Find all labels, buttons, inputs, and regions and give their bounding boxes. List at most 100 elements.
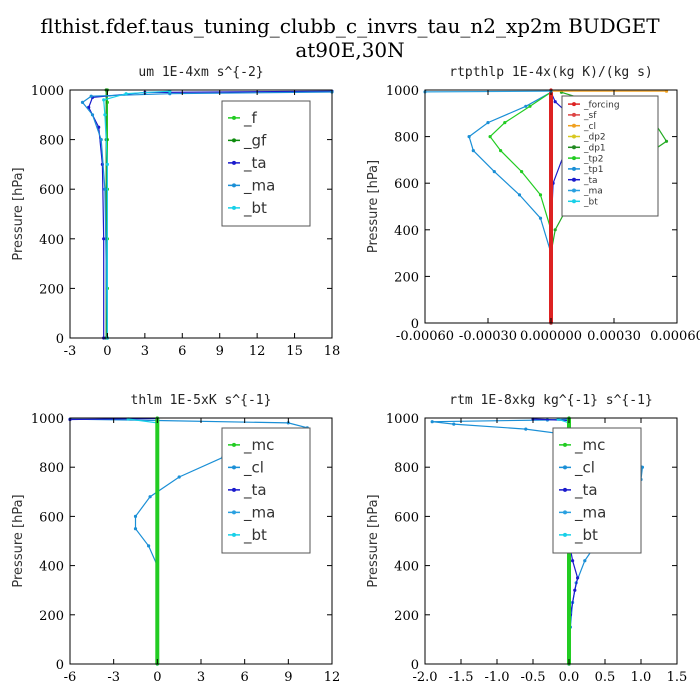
x-tick-label: -0.00060 <box>396 329 454 344</box>
x-tick-label: 3 <box>197 670 205 685</box>
y-tick-label: 1000 <box>386 412 419 427</box>
legend-marker <box>563 465 567 470</box>
legend-label: _ta <box>574 481 598 500</box>
legend-label: _bt <box>583 197 598 207</box>
series-point <box>664 139 669 143</box>
series-point <box>553 228 557 232</box>
legend-label: _cl <box>243 459 264 478</box>
y-tick-label: 600 <box>394 177 419 192</box>
series-point <box>105 162 109 166</box>
y-tick-label: 200 <box>394 270 419 285</box>
y-tick-label: 400 <box>39 233 64 248</box>
y-tick-label: 800 <box>39 134 64 149</box>
figure-title: flthist.fdef.taus_tuning_clubb_c_invrs_t… <box>40 14 660 62</box>
series-point <box>524 427 528 431</box>
y-tick-label: 0 <box>56 332 64 347</box>
legend-label: _gf <box>243 132 267 151</box>
series-point <box>124 92 128 96</box>
series-point <box>538 216 543 220</box>
x-tick-label: 0.00060 <box>650 329 700 344</box>
series-point <box>148 495 152 499</box>
series-point <box>90 113 95 117</box>
x-tick-label: -0.00030 <box>459 329 517 344</box>
y-tick-label: 800 <box>39 461 64 476</box>
legend-label: _bt <box>243 199 267 218</box>
y-axis-label: Pressure [hPa] <box>366 160 381 253</box>
series-point <box>102 98 106 102</box>
legend-marker <box>232 115 236 120</box>
panel-title: thlm 1E-5xK s^{-1} <box>131 393 272 408</box>
panel-title: rtpthlp 1E-4x(kg K)/(kg s) <box>449 65 653 80</box>
series-point <box>133 514 138 519</box>
legend-box <box>561 95 659 217</box>
y-tick-label: 400 <box>39 560 64 575</box>
x-tick-label: 1.5 <box>667 670 688 685</box>
series-point <box>103 187 107 191</box>
legend-marker <box>232 205 236 210</box>
y-tick-label: 200 <box>39 609 64 624</box>
series-point <box>133 527 138 531</box>
y-tick-label: 600 <box>394 510 419 525</box>
x-tick-label: -1.5 <box>448 670 473 685</box>
x-tick-label: 9 <box>216 344 224 359</box>
y-axis-label: Pressure [hPa] <box>11 494 26 587</box>
legend-marker <box>572 199 576 204</box>
series-point <box>97 125 101 129</box>
panel-rtpthlp: rtpthlp 1E-4x(kg K)/(kg s) Pressure [hPa]… <box>366 65 700 344</box>
legend-label: _ma <box>574 504 606 523</box>
legend: _forcing_sf_cl_dp2_dp1_tp2_tp1_ta_ma_bt <box>561 95 659 217</box>
legend-label: _bt <box>574 526 598 545</box>
legend-marker <box>232 487 236 492</box>
x-tick-label: -6 <box>64 670 77 685</box>
legend-marker <box>572 166 576 171</box>
series-point <box>488 135 492 139</box>
legend-label: _mc <box>243 436 274 455</box>
series-point <box>177 475 181 479</box>
panel-title: rtm 1E-8xkg kg^{-1} s^{-1} <box>449 393 653 408</box>
x-tick-label: 0.0 <box>559 670 580 685</box>
legend-marker <box>572 156 576 161</box>
series-point <box>576 576 580 580</box>
series-line <box>468 91 552 323</box>
y-tick-label: 1000 <box>31 412 64 427</box>
legend-marker <box>563 442 567 447</box>
legend-marker <box>563 487 567 492</box>
x-tick-label: 15 <box>286 344 303 359</box>
y-axis-label: Pressure [hPa] <box>366 494 381 587</box>
legend-label: _tp1 <box>583 165 603 175</box>
series-point <box>499 149 503 153</box>
series-line <box>489 91 552 323</box>
series-point <box>520 170 524 174</box>
series-point <box>492 170 496 174</box>
legend-label: _cl <box>583 122 596 132</box>
legend: _mc _cl _ta _ma _bt <box>221 427 311 554</box>
legend-label: _mc <box>574 436 605 455</box>
x-tick-label: 12 <box>324 670 341 685</box>
y-tick-label: 400 <box>394 560 419 575</box>
y-tick-label: 800 <box>394 131 419 146</box>
legend-marker <box>572 134 576 139</box>
panel-rtm: rtm 1E-8xkg kg^{-1} s^{-1} Pressure [hPa]… <box>366 393 687 685</box>
series-point <box>524 104 528 108</box>
series-point <box>471 149 475 153</box>
x-tick-label: 0 <box>153 670 161 685</box>
x-tick-label: -0.5 <box>520 670 545 685</box>
series-point <box>553 100 557 104</box>
series-point <box>640 465 645 469</box>
series-point <box>103 113 107 117</box>
x-tick-label: 9 <box>284 670 292 685</box>
legend-marker <box>232 138 236 143</box>
panel-thlm: thlm 1E-5xK s^{-1} Pressure [hPa] -6 -3 0 3 6 9… <box>11 393 340 685</box>
series-point <box>102 237 106 241</box>
x-tick-label: 6 <box>178 344 186 359</box>
legend-marker <box>232 160 236 165</box>
legend-label: _f <box>243 109 258 128</box>
series-point <box>452 422 456 426</box>
legend-label: _cl <box>574 459 595 478</box>
legend-label: _ma <box>583 187 603 197</box>
x-tick-label: 18 <box>324 344 341 359</box>
y-tick-label: 1000 <box>386 84 419 99</box>
legend-label: _ta <box>243 481 267 500</box>
legend-marker <box>563 510 567 515</box>
